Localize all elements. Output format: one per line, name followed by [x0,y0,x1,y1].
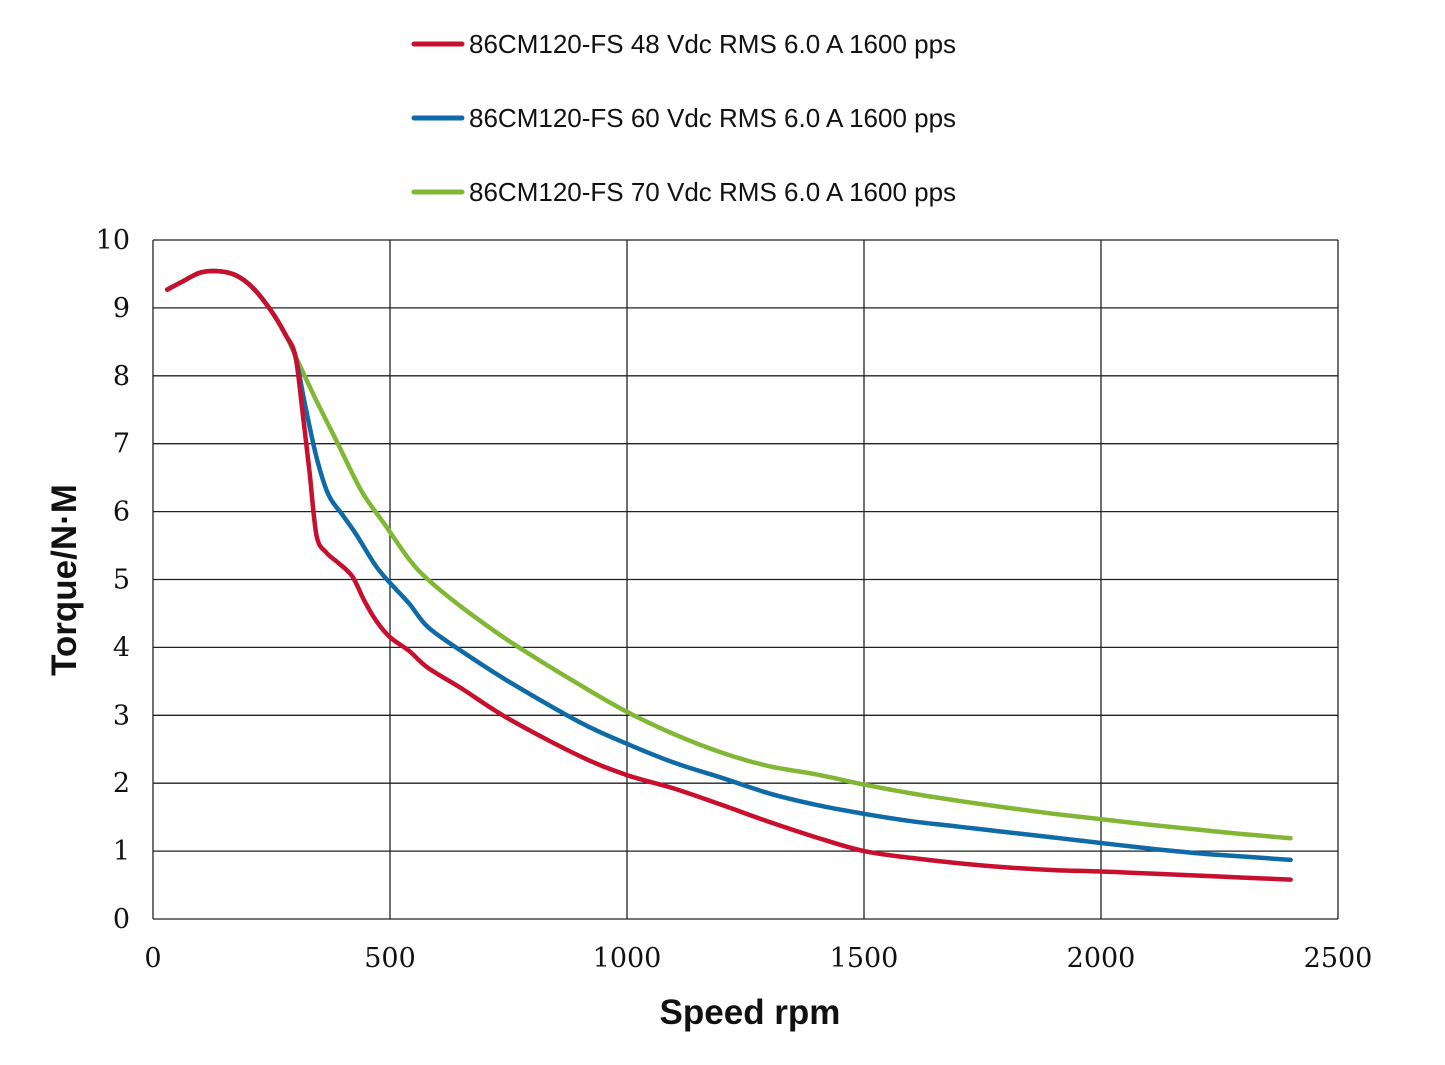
legend-label-1: 86CM120-FS 60 Vdc RMS 6.0 A 1600 pps [469,103,956,133]
y-tick-labels: 0 1 2 3 4 5 6 7 8 9 10 [96,225,130,935]
y-tick-label-2: 2 [113,768,130,799]
legend: 86CM120-FS 48 Vdc RMS 6.0 A 1600 pps 86CM… [411,29,956,207]
legend-label-2: 86CM120-FS 70 Vdc RMS 6.0 A 1600 pps [469,177,956,207]
y-tick-label-3: 3 [113,700,130,731]
y-tick-label-4: 4 [113,632,130,663]
x-axis-title: Speed rpm [660,993,841,1032]
x-tick-label-3: 1500 [830,943,899,974]
grid [152,239,1339,920]
y-tick-label-8: 8 [113,361,130,392]
y-tick-label-10: 10 [96,225,130,256]
x-tick-label-2: 1000 [593,943,662,974]
legend-label-0: 86CM120-FS 48 Vdc RMS 6.0 A 1600 pps [469,29,956,59]
x-tick-label-5: 2500 [1304,943,1373,974]
series-line-0 [164,268,1293,882]
y-axis-title: Torque/N·M [45,484,84,676]
y-tick-label-9: 9 [113,293,130,324]
x-tick-label-4: 2000 [1067,943,1136,974]
y-tick-label-5: 5 [113,565,130,596]
x-tick-label-0: 0 [144,943,161,974]
y-tick-label-0: 0 [113,904,130,935]
x-tick-label-1: 500 [364,943,416,974]
series-layer [164,268,1293,882]
y-tick-label-7: 7 [113,429,130,460]
y-tick-label-1: 1 [113,836,130,867]
x-tick-labels: 0 500 1000 1500 2000 2500 [144,943,1372,974]
y-tick-label-6: 6 [113,497,130,528]
